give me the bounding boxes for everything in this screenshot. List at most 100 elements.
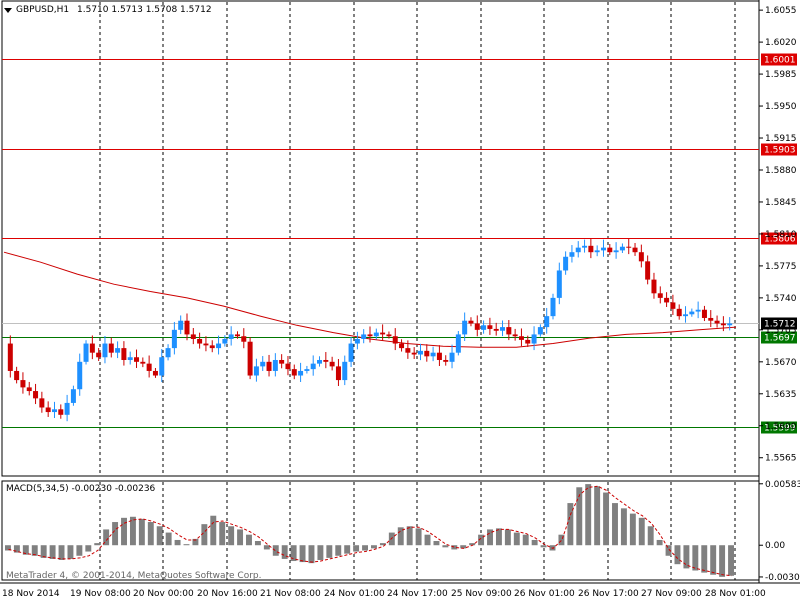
candle-body — [14, 370, 20, 381]
macd-bar — [40, 545, 47, 558]
candle-body — [70, 389, 76, 403]
macd-bar — [728, 545, 734, 576]
candle-body — [411, 352, 417, 355]
candle-body — [607, 247, 613, 253]
time-tick-label: 20 Nov 00:00 — [133, 589, 194, 599]
macd-bar — [49, 545, 56, 559]
candle-body — [121, 348, 127, 360]
candle-body — [51, 409, 57, 413]
time-tick-label: 27 Nov 09:00 — [641, 589, 702, 599]
macd-bar — [433, 541, 440, 546]
macd-bar — [362, 545, 368, 551]
macd-bar — [174, 539, 181, 546]
candle-body — [727, 323, 733, 326]
macd-bar — [353, 545, 360, 552]
time-tick-label: 19 Nov 08:00 — [70, 589, 131, 599]
macd-bar — [112, 522, 119, 546]
time-tick-label: 25 Nov 09:00 — [451, 589, 512, 599]
level-tag — [761, 331, 797, 344]
candle-body — [241, 336, 247, 342]
macd-bar — [478, 534, 485, 546]
price-tick-label: 1.5670 — [765, 358, 797, 368]
macd-bar — [138, 518, 145, 546]
time-tick-label: 20 Nov 16:00 — [197, 589, 258, 599]
macd-bar — [692, 545, 699, 571]
candle-body — [424, 350, 430, 357]
macd-bar — [531, 539, 538, 546]
macd-bar — [192, 538, 199, 546]
candle-body — [600, 247, 606, 251]
macd-bar — [67, 545, 74, 559]
macd-bar — [94, 543, 101, 546]
candle-body — [657, 293, 663, 298]
triangle-down-icon[interactable] — [4, 8, 12, 13]
macd-bar — [5, 545, 11, 551]
macd-bar — [683, 545, 690, 569]
macd-bar — [121, 517, 127, 546]
macd-bar — [317, 545, 324, 560]
candle-body — [575, 247, 581, 253]
candle-body — [45, 407, 51, 413]
macd-bar — [540, 545, 547, 548]
candle-body — [645, 261, 651, 280]
price-tick-label: 1.5950 — [765, 102, 797, 112]
candle-body — [632, 247, 638, 253]
candle-body — [190, 334, 196, 339]
time-tick-label: 26 Nov 01:00 — [514, 589, 575, 599]
price-tick-label: 1.5880 — [765, 166, 797, 176]
candle-body — [58, 409, 64, 415]
candle-body — [506, 327, 512, 335]
candle-body — [348, 343, 354, 362]
candle-body — [354, 338, 360, 344]
candle-body — [178, 320, 184, 330]
candle-body — [626, 246, 632, 248]
level-tag — [761, 232, 797, 245]
level-tag — [761, 421, 797, 434]
candle-body — [537, 327, 543, 335]
candle-body — [462, 320, 468, 335]
candle-body — [493, 328, 499, 331]
level-tag-label: 1.5697 — [764, 334, 796, 344]
candle-body — [550, 297, 556, 317]
candle-body — [399, 343, 405, 349]
macd-bar — [397, 527, 404, 546]
candle-body — [361, 334, 367, 339]
candle-body — [64, 402, 70, 415]
current-price-tag — [761, 317, 797, 330]
macd-bar — [451, 545, 458, 550]
candle-body — [285, 363, 291, 370]
candle-body — [544, 316, 550, 328]
candle-body — [102, 343, 108, 358]
candles — [7, 238, 733, 422]
price-tick-label: 1.5915 — [765, 134, 797, 144]
candle-body — [33, 391, 39, 399]
macd-bar — [424, 534, 431, 546]
candle-body — [140, 361, 146, 364]
macd-bar — [371, 545, 377, 549]
candle-body — [279, 359, 285, 364]
candle-body — [594, 250, 600, 253]
candle-body — [329, 361, 335, 367]
candle-body — [146, 363, 152, 371]
candle-body — [531, 334, 537, 344]
macd-tick-label: 0.00 — [765, 541, 785, 551]
macd-bar — [513, 532, 520, 546]
macd-bar — [344, 545, 351, 554]
macd-bar — [326, 545, 333, 558]
candle-body — [638, 252, 644, 262]
macd-bar — [76, 545, 83, 556]
candle-body — [695, 309, 701, 312]
candle-body — [582, 245, 588, 248]
candle-body — [323, 359, 329, 362]
candle-body — [449, 352, 455, 362]
candle-body — [335, 366, 341, 381]
price-tick-label: 1.5600 — [765, 422, 797, 432]
macd-bar — [719, 545, 726, 577]
candle-body — [165, 348, 171, 358]
candle-body — [89, 343, 95, 353]
price-tick-label: 1.5705 — [765, 326, 797, 336]
macd-bar — [156, 526, 163, 546]
macd-bar — [246, 534, 252, 546]
candle-body — [304, 369, 310, 371]
